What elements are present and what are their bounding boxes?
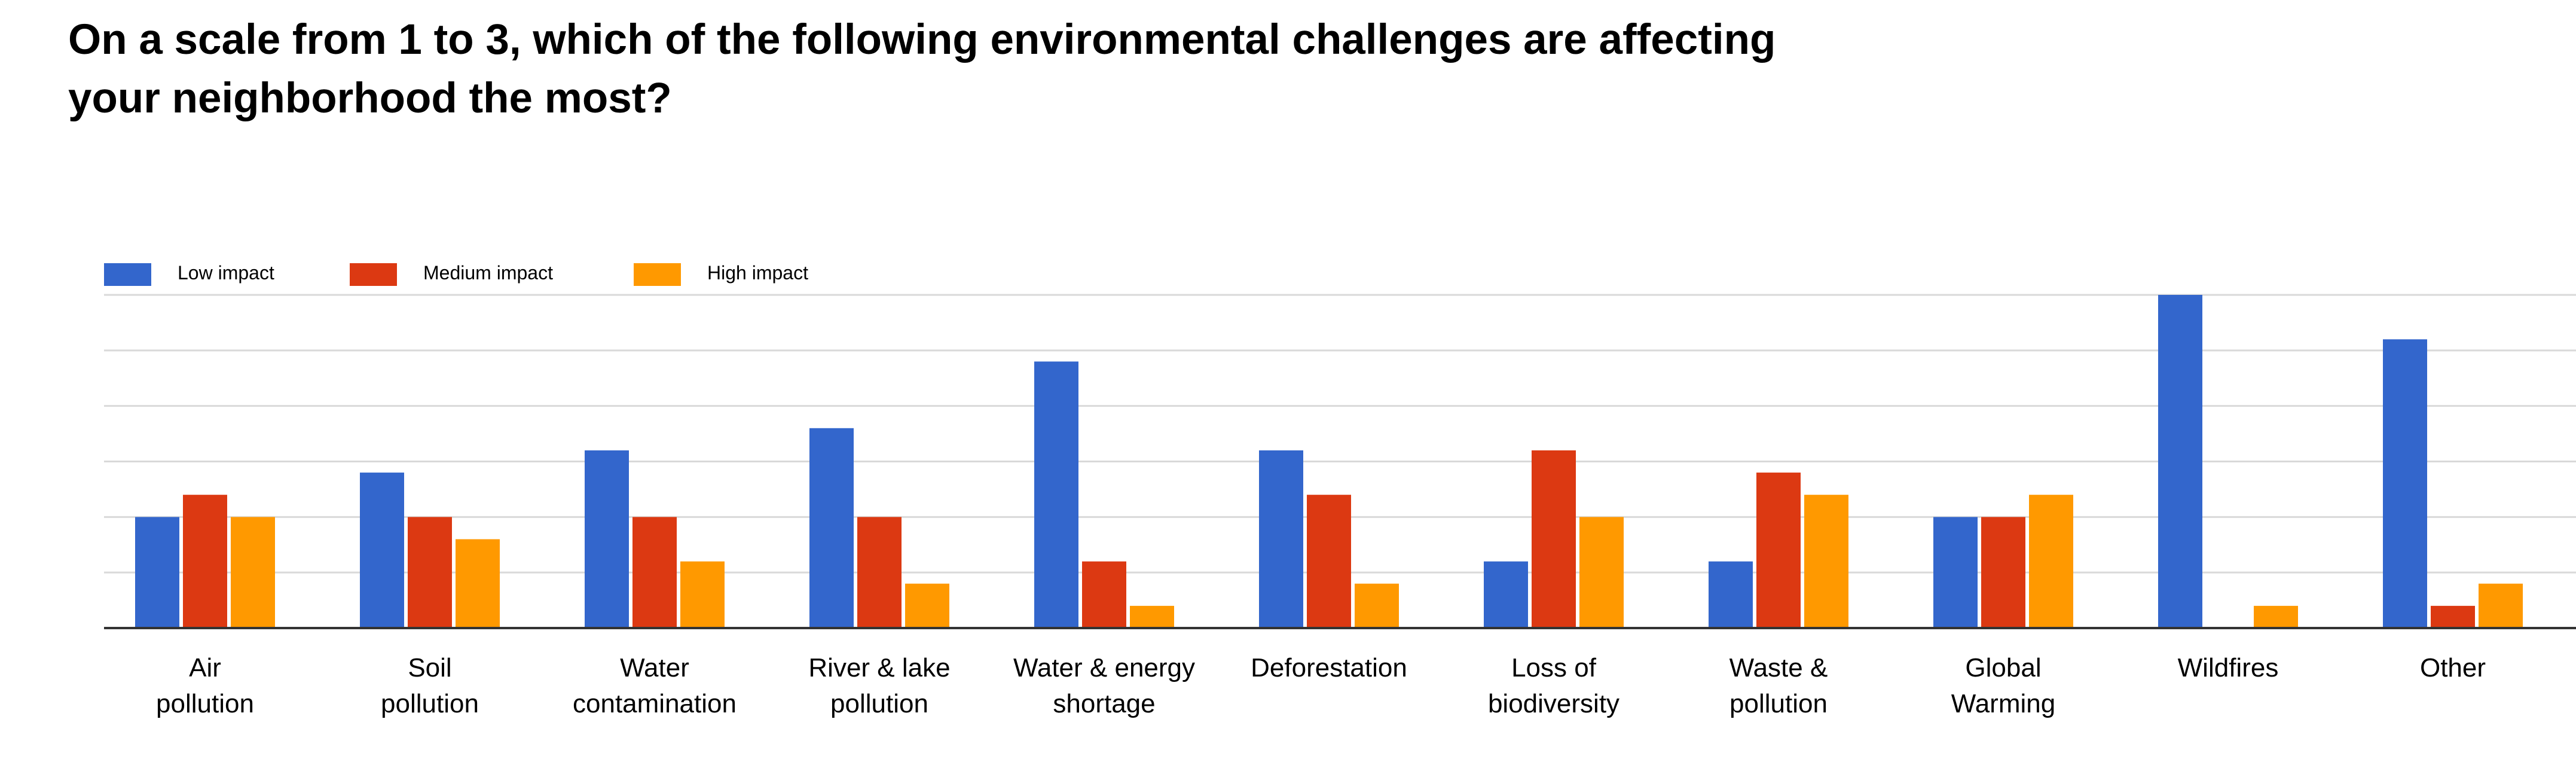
x-tick-label-line: Loss of <box>1511 653 1596 682</box>
bar-medium-impact-11 <box>2431 605 2475 628</box>
x-tick-label-line: pollution <box>830 689 928 718</box>
x-tick-label-line: Air <box>189 653 221 682</box>
bar-medium-impact-6 <box>1307 495 1351 628</box>
bar-low-impact-6 <box>1259 450 1303 628</box>
x-tick-label-line: Warming <box>1951 689 2056 718</box>
chart-title-line-1: On a scale from 1 to 3, which of the fol… <box>68 16 1776 63</box>
x-tick-label-7: Loss of biodiversity <box>1446 650 1661 722</box>
x-tick-label-4: River & lake pollution <box>772 650 987 722</box>
x-tick-label-5: Water & energy shortage <box>997 650 1212 722</box>
x-tick-label-line: pollution <box>381 689 479 718</box>
bar-medium-impact-2 <box>408 517 452 628</box>
bar-low-impact-1 <box>135 517 179 628</box>
bar-low-impact-5 <box>1034 361 1078 628</box>
x-tick-label-9: Global Warming <box>1896 650 2111 722</box>
bar-high-impact-4 <box>905 583 949 628</box>
bar-high-impact-2 <box>456 539 500 628</box>
bar-medium-impact-3 <box>632 517 677 628</box>
legend-swatch-high-impact <box>634 263 681 286</box>
x-tick-label-2: Soil pollution <box>322 650 537 722</box>
x-tick-label-line: Wildfires <box>2177 653 2279 682</box>
x-tick-label-6: Deforestation <box>1221 650 1437 686</box>
legend-label-low-impact: Low impact <box>178 262 274 284</box>
bar-high-impact-6 <box>1355 583 1399 628</box>
bar-medium-impact-4 <box>857 517 902 628</box>
x-tick-label-line: pollution <box>156 689 254 718</box>
bar-high-impact-5 <box>1130 605 1174 628</box>
x-tick-label-line: Soil <box>408 653 452 682</box>
bar-low-impact-2 <box>360 473 404 628</box>
legend-swatch-low-impact <box>104 263 151 286</box>
x-tick-label-3: Water contamination <box>547 650 762 722</box>
bar-medium-impact-9 <box>1981 517 2025 628</box>
legend-label-medium-impact: Medium impact <box>423 262 553 284</box>
x-tick-label-line: Other <box>2419 653 2486 682</box>
x-tick-label-8: Waste & pollution <box>1671 650 1886 722</box>
bar-medium-impact-7 <box>1532 450 1576 628</box>
bar-low-impact-4 <box>809 428 854 628</box>
bar-low-impact-9 <box>1933 517 1978 628</box>
bar-high-impact-11 <box>2479 583 2523 628</box>
bar-low-impact-3 <box>585 450 629 628</box>
x-tick-label-line: Deforestation <box>1251 653 1407 682</box>
bar-medium-impact-8 <box>1756 473 1801 628</box>
bar-low-impact-10 <box>2158 295 2202 628</box>
x-tick-label-1: Air pollution <box>97 650 313 722</box>
bar-low-impact-11 <box>2383 339 2427 628</box>
x-tick-label-line: Water & energy <box>1013 653 1196 682</box>
bar-medium-impact-5 <box>1082 561 1126 628</box>
bar-high-impact-7 <box>1579 517 1624 628</box>
x-tick-label-line: contamination <box>573 689 737 718</box>
x-tick-label-10: Wildfires <box>2120 650 2336 686</box>
chart-title: On a scale from 1 to 3, which of the fol… <box>68 11 1862 128</box>
bar-low-impact-7 <box>1484 561 1528 628</box>
bar-high-impact-10 <box>2254 605 2298 628</box>
x-tick-label-line: pollution <box>1729 689 1828 718</box>
x-tick-label-line: Water <box>620 653 689 682</box>
bar-medium-impact-1 <box>183 495 227 628</box>
legend-swatch-medium-impact <box>350 263 397 286</box>
x-tick-label-11: Other <box>2345 650 2560 686</box>
bar-high-impact-9 <box>2029 495 2073 628</box>
legend-label-high-impact: High impact <box>707 262 808 284</box>
chart-title-line-2: your neighborhood the most? <box>68 75 672 122</box>
bar-high-impact-1 <box>231 517 275 628</box>
x-tick-label-line: shortage <box>1053 689 1156 718</box>
x-tick-label-line: biodiversity <box>1487 689 1620 718</box>
chart-legend: Low impact Medium impact High impact <box>0 0 2576 311</box>
bar-high-impact-8 <box>1804 495 1848 628</box>
x-tick-label-line: River & lake <box>808 653 951 682</box>
bar-low-impact-8 <box>1709 561 1753 628</box>
x-tick-label-line: Waste & <box>1729 653 1828 682</box>
bar-high-impact-3 <box>680 561 725 628</box>
x-tick-label-line: Global <box>1965 653 2042 682</box>
